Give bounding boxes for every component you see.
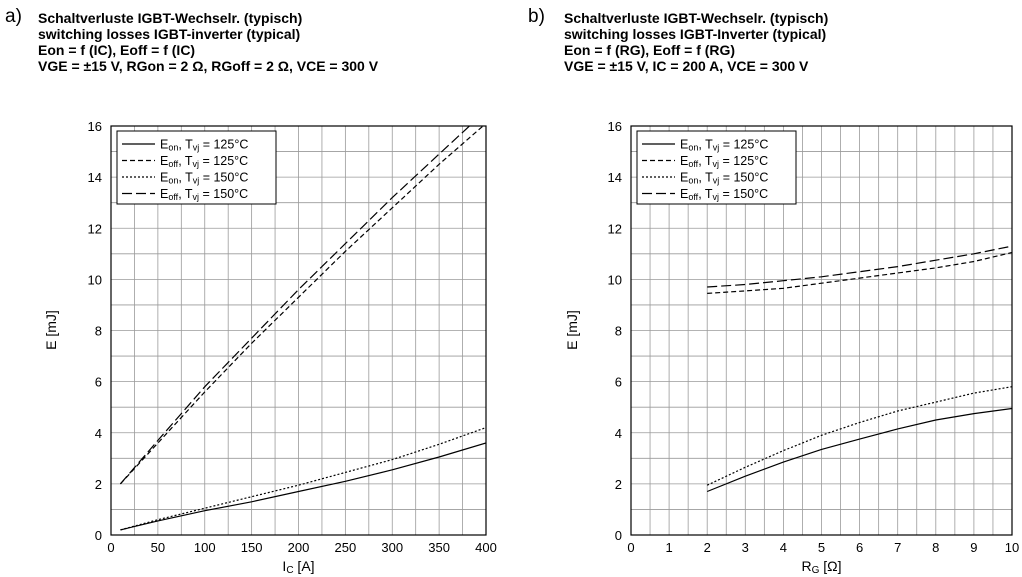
- chart-title: Schaltverluste IGBT-Wechselr. (typisch) …: [38, 10, 378, 74]
- series-line-longdash: [707, 245, 1012, 288]
- series-line-dashed: [119, 126, 484, 485]
- y-tick-label: 2: [615, 477, 622, 492]
- y-tick-label: 2: [95, 477, 102, 492]
- x-tick-label: 400: [475, 540, 497, 555]
- x-tick-label: 50: [151, 540, 165, 555]
- legend-label: Eoff, Tvj = 150°C: [160, 187, 248, 202]
- chart-a: 0 50 100 150 200 250 300 350 400 0 2 4 6 8 10 12 14 16 IC …: [43, 119, 497, 576]
- y-tick-label: 12: [608, 221, 622, 236]
- y-tick-label: 0: [615, 528, 622, 543]
- x-tick-label: 100: [194, 540, 216, 555]
- series-line-solid: [706, 407, 1012, 493]
- series-line-solid: [120, 442, 486, 531]
- x-tick-label: 300: [381, 540, 403, 555]
- x-tick-label: 2: [704, 540, 711, 555]
- y-tick-label: 16: [88, 119, 102, 134]
- x-axis-label: RG [Ω]: [801, 558, 841, 576]
- y-tick-label: 12: [88, 221, 102, 236]
- y-tick-label: 4: [95, 426, 102, 441]
- panel-letter: b): [528, 6, 545, 27]
- y-tick-label: 8: [95, 324, 102, 339]
- x-tick-label: 5: [818, 540, 825, 555]
- x-tick-label: 6: [856, 540, 863, 555]
- y-tick-label: 14: [608, 170, 622, 185]
- x-tick-label: 3: [742, 540, 749, 555]
- title-line-2: switching losses IGBT-inverter (typical): [38, 26, 301, 42]
- legend-label: Eon, Tvj = 125°C: [680, 138, 768, 153]
- x-tick-label: 200: [288, 540, 310, 555]
- title-line-2: switching losses IGBT-Inverter (typical): [564, 26, 827, 42]
- y-axis-label: E [mJ]: [43, 310, 59, 350]
- title-line-1: Schaltverluste IGBT-Wechselr. (typisch): [564, 10, 829, 26]
- series-line-dotted: [706, 386, 1012, 486]
- legend-label: Eoff, Tvj = 125°C: [160, 154, 248, 169]
- title-line-4: VGE = ±15 V, RGon = 2 Ω, RGoff = 2 Ω, VC…: [38, 58, 379, 74]
- x-axis-label: IC [A]: [282, 558, 314, 576]
- x-tick-label: 0: [107, 540, 114, 555]
- legend-label: Eon, Tvj = 150°C: [160, 171, 248, 186]
- x-tick-label: 350: [428, 540, 450, 555]
- plot-frame: [110, 125, 487, 536]
- legend-label: Eon, Tvj = 125°C: [160, 138, 248, 153]
- x-tick-label: 0: [627, 540, 634, 555]
- legend-label: Eoff, Tvj = 150°C: [680, 187, 768, 202]
- y-tick-label: 6: [95, 375, 102, 390]
- title-line-3: Eon = f (IC), Eoff = f (IC): [38, 42, 196, 58]
- y-tick-label: 4: [615, 426, 622, 441]
- title-line-1: Schaltverluste IGBT-Wechselr. (typisch): [38, 10, 303, 26]
- y-axis-label: E [mJ]: [564, 310, 580, 350]
- chart-panel-a: 0 50 100 150 200 250 300 350 400 0 2 4 6 8 10 12 14 16 IC …: [5, 6, 497, 576]
- series-line-dotted: [120, 427, 486, 531]
- y-tick-label: 0: [95, 528, 102, 543]
- panel-letter: a): [5, 6, 22, 27]
- legend-label: Eon, Tvj = 150°C: [680, 171, 768, 186]
- legend-label: Eoff, Tvj = 125°C: [680, 154, 768, 169]
- x-tick-label: 150: [241, 540, 263, 555]
- legend-box: [636, 130, 797, 205]
- series-line-longdash: [119, 126, 471, 485]
- y-tick-label: 10: [608, 272, 622, 287]
- series-group: [119, 126, 486, 531]
- series-line-dashed: [707, 251, 1012, 294]
- legend-box: [116, 130, 277, 205]
- title-line-4: VGE = ±15 V, IC = 200 A, VCE = 300 V: [564, 58, 809, 74]
- x-tick-label: 10: [1005, 540, 1019, 555]
- y-tick-label: 6: [615, 375, 622, 390]
- title-line-3: Eon = f (RG), Eoff = f (RG): [564, 42, 736, 58]
- plot-frame: [630, 125, 1013, 536]
- x-tick-label: 9: [970, 540, 977, 555]
- y-tick-label: 10: [88, 272, 102, 287]
- x-tick-label: 8: [932, 540, 939, 555]
- chart-title: Schaltverluste IGBT-Wechselr. (typisch) …: [564, 10, 828, 74]
- x-tick-label: 250: [335, 540, 357, 555]
- chart-panel-b: 0 1 2 3 4 5 6 7 8 9 10 0 2 4 6 8 10 12 14 16 RG [Ω] E [mJ] Eon…: [511, 0, 1022, 577]
- x-tick-label: 4: [780, 540, 787, 555]
- x-tick-label: 7: [894, 540, 901, 555]
- y-tick-label: 16: [608, 119, 622, 134]
- y-tick-label: 14: [88, 170, 102, 185]
- x-tick-label: 1: [665, 540, 672, 555]
- y-tick-label: 8: [615, 324, 622, 339]
- series-group: [706, 245, 1012, 493]
